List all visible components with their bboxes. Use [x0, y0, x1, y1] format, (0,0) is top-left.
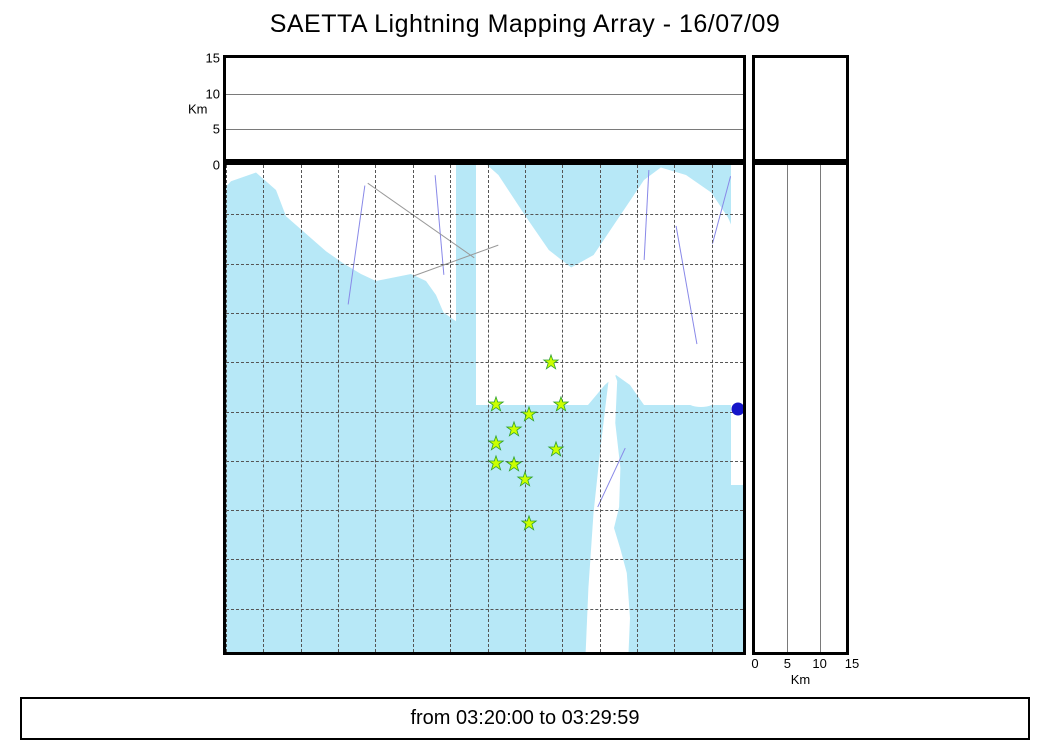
lightning-marker-9[interactable] — [517, 471, 533, 487]
bottom-right-gridline-10 — [820, 165, 821, 652]
map-lon-gridline-10 — [600, 165, 601, 652]
map-lat-gridline-41.5 — [226, 510, 743, 511]
time-range-caption: from 03:20:00 to 03:29:59 — [20, 697, 1030, 740]
map-lat-gridline-42 — [226, 461, 743, 462]
lightning-marker-7[interactable] — [488, 455, 504, 471]
bottom-right-xtick-label-10: 10 — [812, 656, 826, 671]
map-lat-gridline-42.5 — [226, 412, 743, 413]
lightning-marker-2[interactable] — [553, 396, 569, 412]
map-lon-gridline-7 — [375, 165, 376, 652]
top-km-panel: Km 0 5 10 15 — [223, 55, 746, 162]
map-lon-gridline-8 — [450, 165, 451, 652]
top-panel-ytick-label-10: 10 — [206, 86, 220, 101]
bottom-right-gridline-5 — [787, 165, 788, 652]
bottom-right-xtick-label-0: 0 — [751, 656, 758, 671]
map-lat-gridline-44.5 — [226, 214, 743, 215]
map-lon-gridline-10.5 — [637, 165, 638, 652]
italy-coast-east-landmass — [731, 162, 746, 485]
top-right-empty-panel — [752, 55, 849, 162]
lightning-marker-4[interactable] — [506, 421, 522, 437]
mainland-landmass — [223, 162, 456, 330]
lightning-marker-5[interactable] — [488, 435, 504, 451]
map-lon-gridline-6.5 — [338, 165, 339, 652]
map-lon-gridline-6 — [301, 165, 302, 652]
map-lon-gridline-11.5 — [712, 165, 713, 652]
map-lon-gridline-11 — [674, 165, 675, 652]
map-lat-gridline-41 — [226, 559, 743, 560]
bottom-right-km-panel: Km 0 5 10 15 — [752, 162, 849, 655]
top-panel-gridline-5 — [226, 129, 743, 130]
lightning-marker-0[interactable] — [543, 354, 559, 370]
map-lon-gridline-5.5 — [263, 165, 264, 652]
page-title: SAETTA Lightning Mapping Array - 16/07/0… — [0, 10, 1050, 39]
map-lat-gridline-40.5 — [226, 609, 743, 610]
lightning-marker-6[interactable] — [548, 441, 564, 457]
lightning-marker-1[interactable] — [488, 396, 504, 412]
station-marker-dot[interactable] — [731, 402, 744, 415]
map-panel[interactable]: 5°E5.5°E6°E6.5°E7°E7.5°E8°E8.5°E9°E9.5°E… — [223, 162, 746, 655]
top-km-axis-label: Km — [188, 101, 208, 116]
map-lon-gridline-5 — [226, 165, 227, 652]
top-panel-gridline-10 — [226, 94, 743, 95]
bottom-right-xtick-label-15: 15 — [845, 656, 859, 671]
lightning-marker-10[interactable] — [521, 515, 537, 531]
top-panel-ytick-label-5: 5 — [213, 122, 220, 137]
map-lat-gridline-44 — [226, 264, 743, 265]
lightning-marker-8[interactable] — [506, 456, 522, 472]
top-panel-ytick-label-0: 0 — [213, 158, 220, 173]
bottom-right-xtick-label-5: 5 — [784, 656, 791, 671]
map-lat-gridline-43.5 — [226, 313, 743, 314]
map-lon-gridline-7.5 — [413, 165, 414, 652]
lightning-marker-3[interactable] — [521, 406, 537, 422]
bottom-right-km-axis-label: Km — [791, 672, 811, 687]
top-panel-ytick-label-15: 15 — [206, 51, 220, 66]
map-lat-gridline-43 — [226, 362, 743, 363]
